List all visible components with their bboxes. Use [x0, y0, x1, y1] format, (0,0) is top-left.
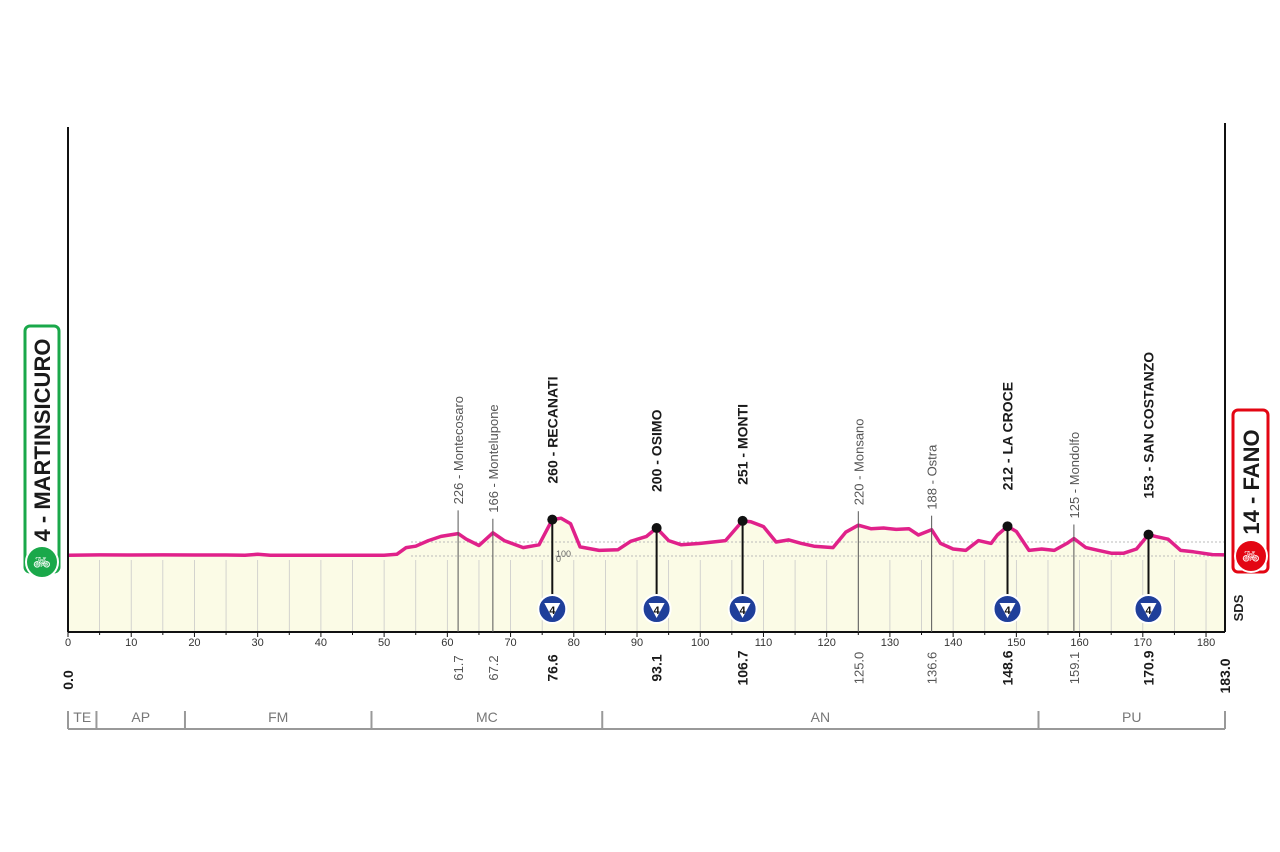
- summit-dot: [1143, 529, 1154, 540]
- gpm-category: 4: [1145, 605, 1152, 617]
- x-tick-label: 110: [755, 637, 773, 649]
- gpm-triangle-icon: [1140, 603, 1157, 618]
- start-label: 4 - MARTINSICURO: [30, 339, 55, 542]
- summit-name: 260 - RECANATI: [544, 377, 560, 484]
- summit: 251 - MONTI 106.7 4: [727, 404, 758, 686]
- start-badge: 4 - MARTINSICURO 🚲︎: [23, 324, 61, 579]
- summit-dot: [1002, 521, 1013, 532]
- summit-name: 125 - Mondolfo: [1067, 432, 1082, 519]
- x-tick-label: 90: [631, 637, 643, 649]
- summit-name: 200 - OSIMO: [649, 409, 665, 492]
- x-tick-label: 20: [188, 637, 200, 649]
- gpm-category: 4: [549, 605, 556, 617]
- summit: 226 - Montecosaro 61.7: [451, 396, 466, 681]
- finish-badge: 14 - FANO 🚲︎: [1231, 408, 1270, 574]
- region-label: AP: [131, 709, 150, 725]
- summit-km: 106.7: [735, 650, 751, 685]
- region-label: PU: [1122, 709, 1141, 725]
- x-tick-label: 40: [315, 637, 327, 649]
- summit-dot: [651, 523, 662, 533]
- finish-cyclist-icon: [1234, 539, 1268, 573]
- summit-km: 159.1: [1067, 652, 1082, 685]
- summit-name: 226 - Montecosaro: [451, 396, 466, 504]
- gpm-category: 4: [740, 605, 747, 617]
- summit: 200 - OSIMO 93.1 4: [641, 409, 672, 682]
- x-tick-label: 60: [441, 637, 453, 649]
- summit-km: 67.2: [486, 655, 501, 680]
- km-start-label: 0.0: [60, 670, 76, 690]
- summit-km: 136.6: [925, 652, 940, 685]
- elevation-area: [68, 518, 1225, 632]
- x-tick-label: 50: [378, 637, 390, 649]
- summit-name: 153 - SAN COSTANZO: [1140, 352, 1156, 499]
- summit: 166 - Montelupone 67.2: [486, 404, 501, 680]
- finish-label: 14 - FANO: [1239, 429, 1264, 534]
- gpm-triangle-icon: [648, 603, 665, 618]
- x-tick-label: 30: [252, 637, 264, 649]
- x-ticks: 0 10 20 30 40 50 60 70 80 90 100 110 120 130 140 150 160…: [65, 632, 1215, 649]
- summit-name: 251 - MONTI: [735, 404, 751, 485]
- gpm-category: 4: [654, 605, 661, 617]
- x-tick-label: 180: [1197, 637, 1215, 649]
- x-tick-label: 150: [1007, 637, 1025, 649]
- x-tick-label: 120: [818, 637, 836, 649]
- finish-bike-glyph: 🚲︎: [1242, 549, 1260, 565]
- summit: 220 - Monsano 125.0: [851, 418, 866, 684]
- summit-km: 170.9: [1140, 650, 1156, 685]
- region-label: AN: [811, 709, 830, 725]
- region-label: FM: [268, 709, 288, 725]
- summit-km: 76.6: [544, 654, 560, 681]
- x-tick-label: 160: [1070, 637, 1088, 649]
- region-label: MC: [476, 709, 498, 725]
- gpm-triangle-icon: [544, 603, 561, 618]
- km-end-label: 183.0: [1217, 658, 1233, 693]
- regions-bar: TE AP FM MC AN PU: [67, 709, 1226, 730]
- km-gridlines: [99, 560, 1207, 632]
- start-bike-glyph: 🚲︎: [33, 555, 51, 571]
- summit-name: 166 - Montelupone: [486, 404, 501, 512]
- summit: 212 - LA CROCE 148.6 4: [992, 382, 1023, 686]
- alt-label-100: 100: [556, 549, 571, 559]
- brand-logo: SDS: [1231, 594, 1246, 621]
- x-tick-label: 0: [65, 637, 71, 649]
- summit-km: 61.7: [451, 655, 466, 680]
- summits-layer: 226 - Montecosaro 61.7 166 - Montelupone 67…: [451, 352, 1164, 686]
- summit-name: 188 - Ostra: [925, 444, 940, 510]
- summit-km: 125.0: [851, 652, 866, 685]
- gpm-category: 4: [1004, 605, 1011, 617]
- x-tick-label: 80: [568, 637, 580, 649]
- summit: 260 - RECANATI 76.6 4: [537, 377, 568, 682]
- summit-km: 148.6: [1000, 650, 1016, 685]
- x-tick-label: 70: [504, 637, 516, 649]
- x-tick-label: 130: [881, 637, 899, 649]
- x-tick-label: 170: [1134, 637, 1152, 649]
- start-cyclist-icon: [25, 545, 59, 579]
- region-label: TE: [73, 709, 91, 725]
- summit-name: 212 - LA CROCE: [1000, 382, 1016, 490]
- summit: 125 - Mondolfo 159.1: [1067, 432, 1082, 685]
- x-tick-label: 10: [125, 637, 137, 649]
- x-tick-label: 140: [944, 637, 962, 649]
- summit-name: 220 - Monsano: [851, 418, 866, 505]
- x-tick-label: 100: [691, 637, 709, 649]
- gpm-triangle-icon: [999, 603, 1016, 618]
- summit-dot: [737, 515, 748, 526]
- summit-km: 93.1: [649, 654, 665, 681]
- summit: 153 - SAN COSTANZO 170.9 4: [1133, 352, 1164, 686]
- summit-dot: [547, 514, 558, 525]
- alt-label-0: 0: [556, 554, 561, 564]
- gpm-triangle-icon: [734, 603, 751, 618]
- summit: 188 - Ostra 136.6: [925, 444, 940, 684]
